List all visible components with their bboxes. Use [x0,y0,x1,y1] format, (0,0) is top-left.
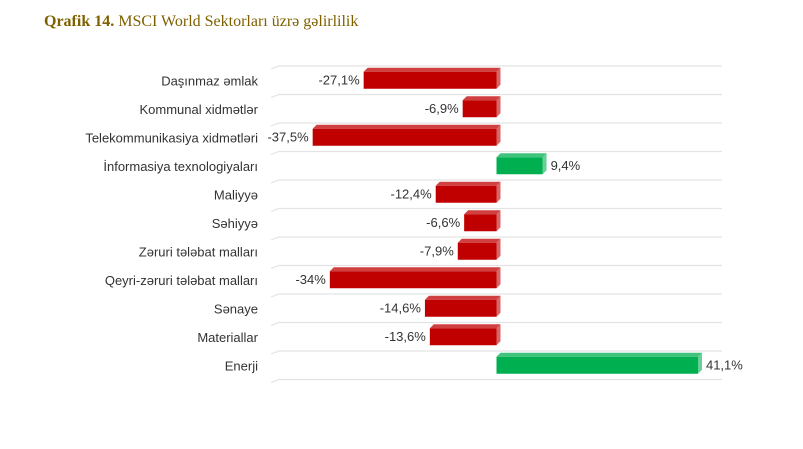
bar [329,271,497,289]
value-label: -14,6% [380,301,422,316]
chart-title-text: MSCI World Sektorları üzrə gəlirlilik [118,13,358,30]
y-tick-label: Zəruri tələbat malları [139,245,258,260]
bar [464,214,497,232]
row-separator [270,65,722,70]
row-separator [270,93,722,99]
value-label: -37,5% [267,130,309,145]
bar [496,356,698,374]
bar [424,299,497,317]
row-separator [270,321,722,327]
bar-side [496,96,501,118]
row-separator [270,150,722,156]
y-tick-label: Kommunal xidmətlər [140,102,259,117]
bar-side [496,295,501,317]
value-label: 41,1% [706,358,743,373]
bar-side [496,210,501,232]
y-tick-label: Daşınmaz əmlak [161,74,258,89]
value-label: -7,9% [420,244,454,259]
row-separator [270,179,722,184]
y-tick-label: Enerji [225,359,258,374]
y-tick-label: Maliyyə [214,188,258,203]
y-tick-label: Telekommunikasiya xidmətləri [85,131,258,146]
bar [462,100,497,118]
bar-side [542,153,547,175]
y-tick-label: Materiallar [197,330,258,345]
bar-side [496,238,501,260]
bar-top [496,153,547,158]
bar [429,328,497,346]
row-separator [270,264,722,270]
bar [496,157,543,175]
value-label: -6,9% [425,101,459,116]
row-separator [270,207,722,213]
value-label: -12,4% [391,187,433,202]
bar-top [312,124,501,129]
value-label: -34% [295,272,326,287]
bar-top [424,295,501,300]
bar [312,128,497,146]
y-tick-label: Səhiyyə [212,216,258,231]
bar-top [496,352,702,357]
row-separator [270,236,722,241]
row-separator [270,350,722,355]
bar-side [496,267,501,289]
bar-top [435,181,501,186]
bar-side [496,324,501,346]
bar-side [496,124,501,146]
bar-side [496,67,501,89]
value-label: 9,4% [551,158,581,173]
bar [363,71,497,89]
value-label: -27,1% [318,73,360,88]
bar-top [329,267,501,272]
row-separator [270,293,722,298]
bar-side [697,352,702,374]
y-tick-label: Qeyri-zəruri tələbat malları [105,273,258,288]
row-separator [270,378,722,384]
value-label: -6,6% [426,215,460,230]
bar [435,185,497,203]
bar-top [464,210,501,215]
bar-top [462,96,501,101]
chart-title-label: Qrafik 14. [44,13,114,30]
y-tick-label: Sənaye [214,302,258,317]
bar-side [496,181,501,203]
row-separator [270,122,722,127]
value-label: -13,6% [385,329,427,344]
bar [457,242,497,260]
chart-title: Qrafik 14. MSCI World Sektorları üzrə gə… [44,13,358,30]
bar-top [363,67,501,72]
y-tick-label: İnformasiya texnologiyaları [103,159,258,174]
bar-top [457,238,501,243]
bar-top [429,324,501,329]
